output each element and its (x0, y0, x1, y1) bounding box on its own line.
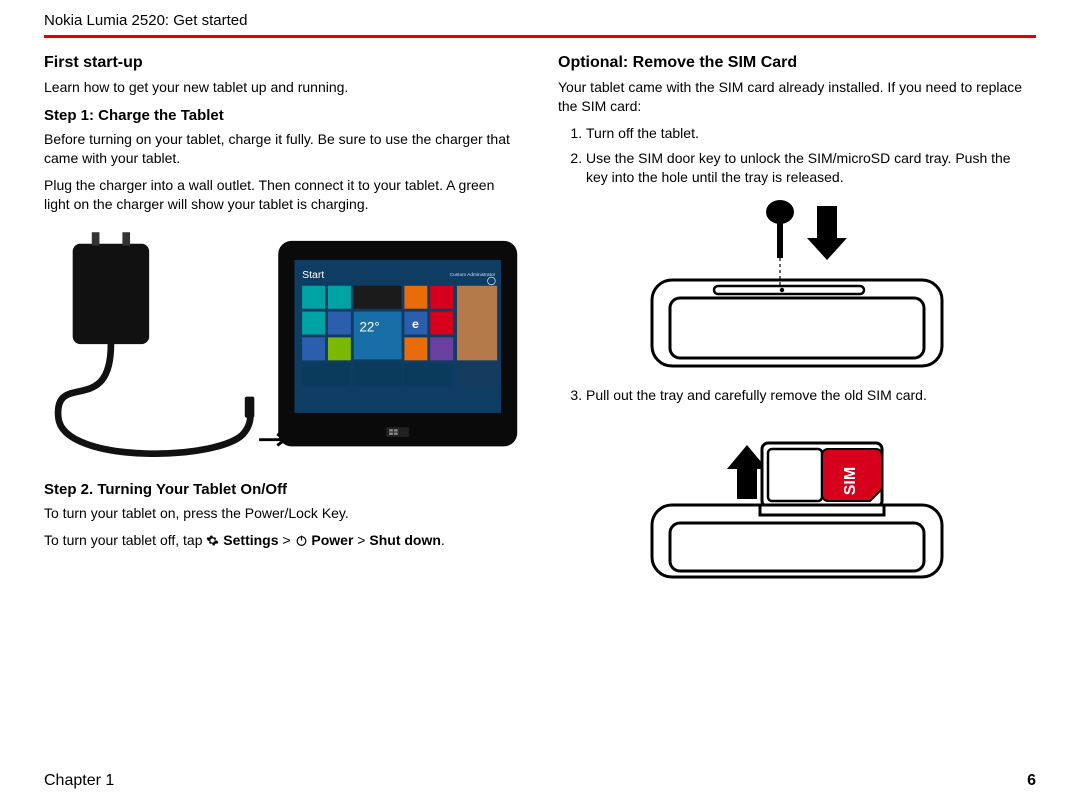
start-label: Start (302, 270, 324, 282)
step2-p1: To turn your tablet on, press the Power/… (44, 504, 522, 523)
sim-intro: Your tablet came with the SIM card alrea… (558, 78, 1036, 116)
footer-page-number: 6 (1027, 772, 1036, 790)
page-header-title: Nokia Lumia 2520: Get started (44, 12, 1036, 35)
sim-steps-list: Turn off the tablet. Use the SIM door ke… (558, 124, 1036, 187)
footer-chapter: Chapter 1 (44, 772, 114, 790)
admin-label: Custom Administrator (450, 273, 496, 279)
step1-p1: Before turning on your tablet, charge it… (44, 130, 522, 168)
sim-step-3: Pull out the tray and carefully remove t… (586, 386, 1036, 405)
power-icon (295, 533, 308, 552)
step1-p2: Plug the charger into a wall outlet. The… (44, 176, 522, 214)
step2-p2: To turn your tablet off, tap Settings > … (44, 531, 522, 552)
step1-heading: Step 1: Charge the Tablet (44, 107, 522, 124)
weather-temp: 22° (359, 320, 379, 335)
step2-heading: Step 2. Turning Your Tablet On/Off (44, 481, 522, 498)
figure-sim-tray: SIM (632, 413, 962, 583)
sim-step-1: Turn off the tablet. (586, 124, 1036, 143)
first-startup-heading: First start-up (44, 54, 522, 72)
figure-sim-key (632, 194, 962, 374)
first-startup-intro: Learn how to get your new tablet up and … (44, 78, 522, 97)
gear-icon (206, 533, 219, 552)
header-rule (44, 35, 1036, 38)
right-column: Optional: Remove the SIM Card Your table… (558, 50, 1036, 595)
sim-card-label: SIM (842, 467, 859, 495)
sim-step-2: Use the SIM door key to unlock the SIM/m… (586, 149, 1036, 187)
left-column: First start-up Learn how to get your new… (44, 50, 522, 595)
figure-charger-tablet: Start Custom Administrator 22° e (44, 221, 522, 471)
svg-text:e: e (412, 317, 419, 331)
sim-steps-list-2: Pull out the tray and carefully remove t… (558, 386, 1036, 405)
sim-heading: Optional: Remove the SIM Card (558, 54, 1036, 72)
